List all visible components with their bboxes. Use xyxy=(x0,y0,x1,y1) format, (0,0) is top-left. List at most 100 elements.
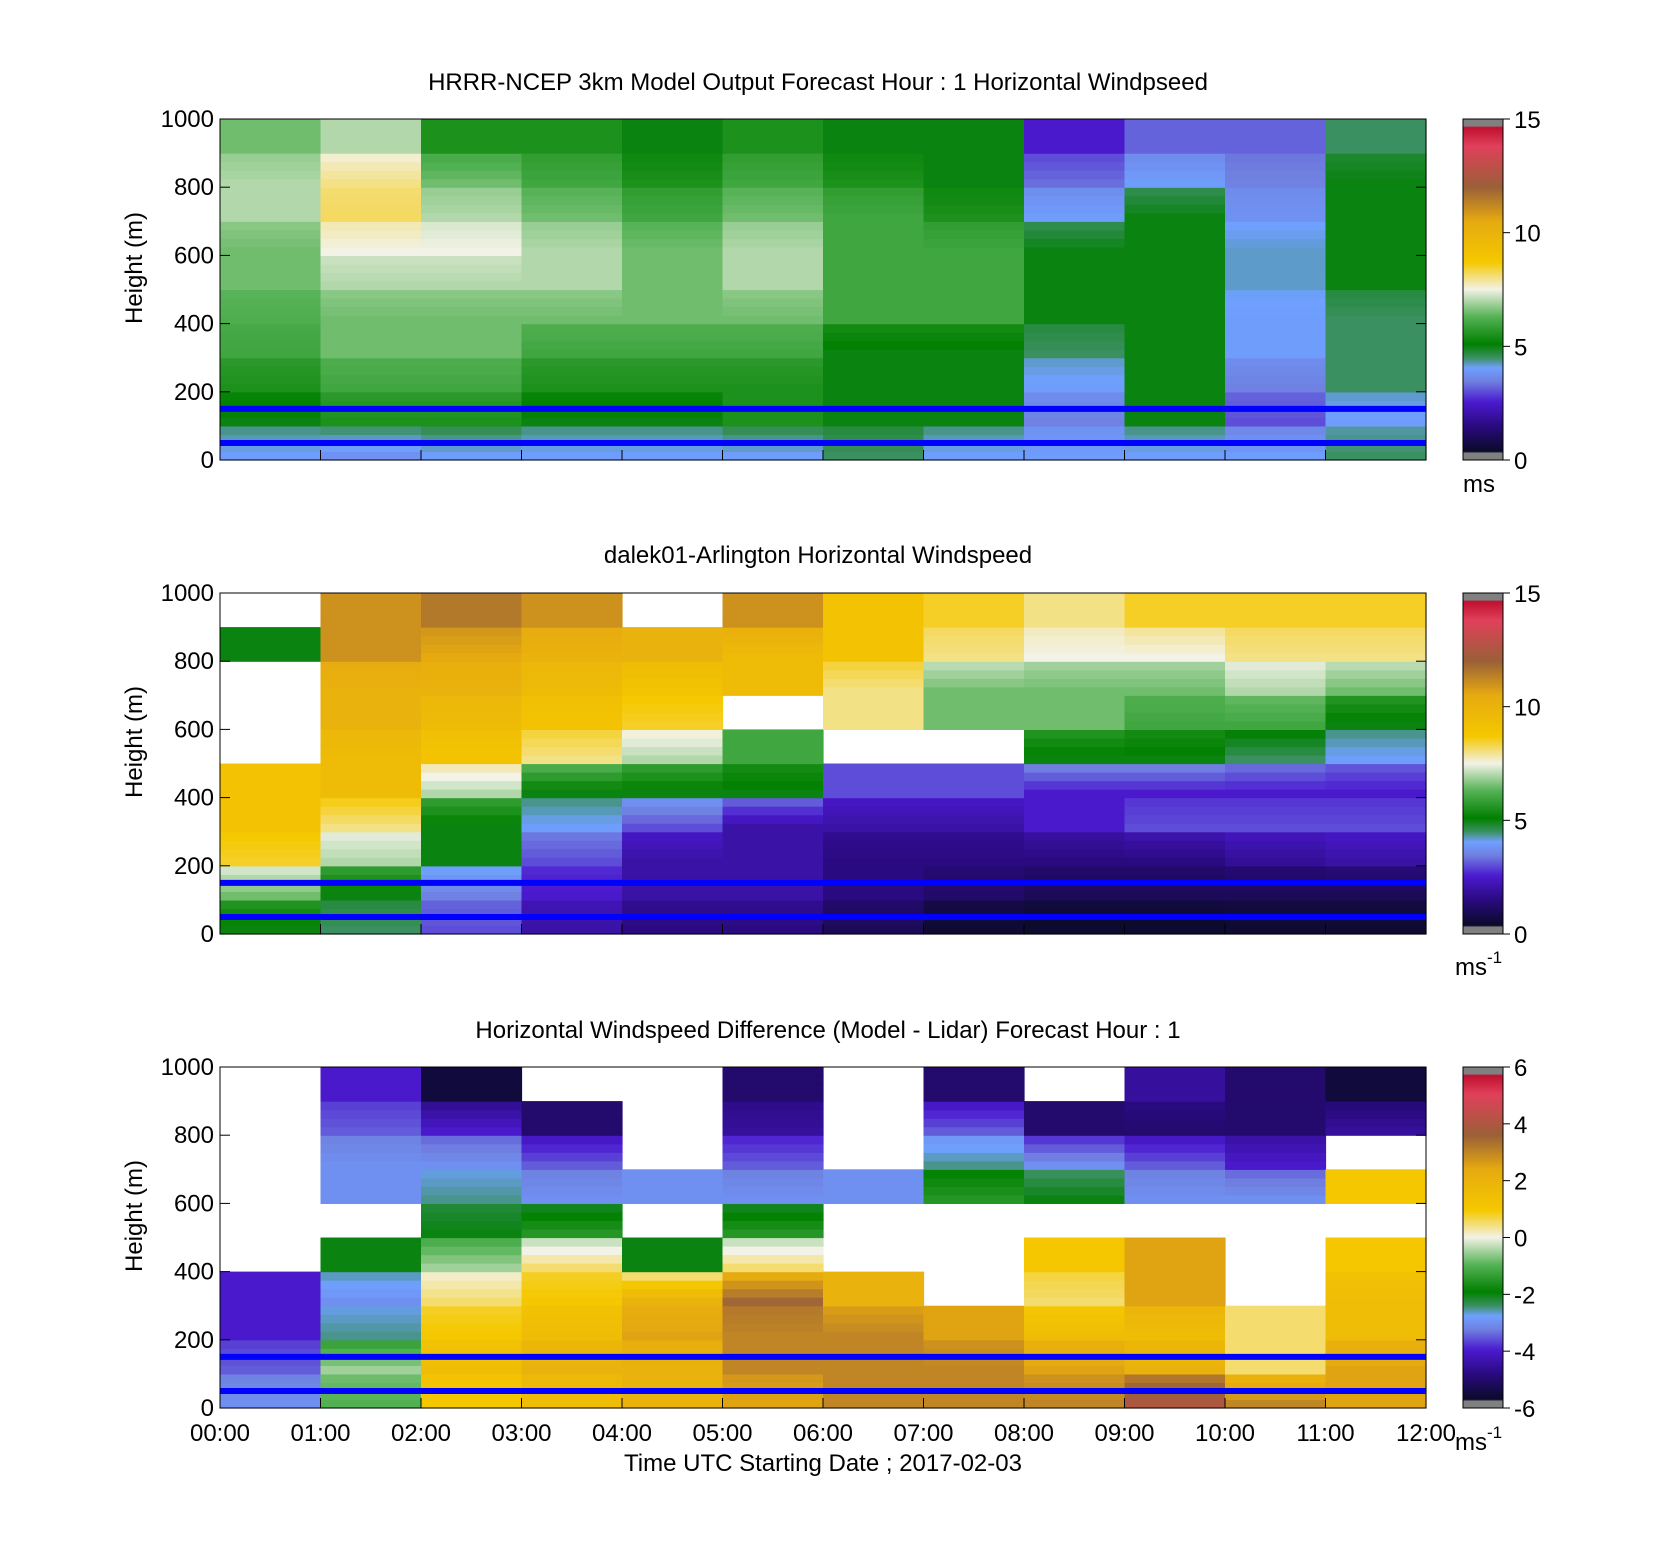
heatmap-cell xyxy=(722,1177,824,1187)
heatmap-cell xyxy=(722,806,824,816)
heatmap-cell xyxy=(622,434,724,444)
heatmap-cell xyxy=(320,814,422,824)
heatmap-cell xyxy=(1325,195,1427,205)
heatmap-cell xyxy=(220,831,322,841)
heatmap-cell xyxy=(1024,695,1126,705)
heatmap-cell xyxy=(421,204,523,214)
heatmap-cell xyxy=(1024,652,1126,662)
heatmap-cell xyxy=(1225,127,1327,137)
heatmap-cell xyxy=(220,349,322,359)
heatmap-cell xyxy=(923,136,1025,146)
heatmap-cell xyxy=(1325,746,1427,756)
heatmap-cell xyxy=(1124,1390,1226,1401)
heatmap-cell xyxy=(220,119,322,129)
heatmap-cell xyxy=(722,729,824,739)
heatmap-cell xyxy=(220,332,322,342)
heatmap-cell xyxy=(320,400,422,410)
panel-2-colorbar-unit: ms-1 xyxy=(1455,948,1502,981)
heatmap-cell xyxy=(722,1067,824,1077)
heatmap-cell xyxy=(421,1356,523,1366)
heatmap-cell xyxy=(421,1220,523,1230)
heatmap-cell xyxy=(1124,1194,1226,1205)
heatmap-cell xyxy=(521,434,623,444)
heatmap-cell xyxy=(220,374,322,384)
heatmap-cell xyxy=(421,263,523,274)
heatmap-cell xyxy=(421,746,523,756)
heatmap-cell xyxy=(923,1399,1025,1409)
heatmap-cell xyxy=(722,925,824,935)
heatmap-cell xyxy=(622,669,724,679)
heatmap-cell xyxy=(1024,840,1126,850)
y-tick-label: 1000 xyxy=(161,106,214,133)
heatmap-cell xyxy=(1325,1126,1427,1136)
heatmap-cell xyxy=(622,442,724,453)
heatmap-cell xyxy=(823,1399,925,1409)
heatmap-cell xyxy=(722,1118,824,1128)
heatmap-cell xyxy=(220,187,322,197)
heatmap-cell xyxy=(722,899,824,910)
heatmap-cell xyxy=(1225,289,1327,299)
heatmap-cell xyxy=(622,306,724,316)
heatmap-cell xyxy=(923,144,1025,154)
heatmap-cell xyxy=(521,1263,623,1273)
heatmap-cell xyxy=(1124,195,1226,205)
heatmap-cell xyxy=(1024,263,1126,274)
heatmap-cell xyxy=(1024,340,1126,350)
heatmap-cell xyxy=(1024,1399,1126,1409)
heatmap-cell xyxy=(1124,357,1226,367)
heatmap-cell xyxy=(320,349,422,359)
heatmap-cell xyxy=(1024,1314,1126,1324)
heatmap-cell xyxy=(421,1126,523,1136)
colorbar-tick-label: 15 xyxy=(1514,581,1541,608)
heatmap-cell xyxy=(923,874,1025,884)
heatmap-cell xyxy=(1325,789,1427,799)
heatmap-cell xyxy=(1325,289,1427,299)
heatmap-cell xyxy=(1225,1322,1327,1332)
colorbar-tick-label: 2 xyxy=(1514,1169,1527,1196)
heatmap-cell xyxy=(1225,840,1327,850)
heatmap-cell xyxy=(1124,661,1226,671)
heatmap-cell xyxy=(521,1228,623,1239)
heatmap-cell xyxy=(823,178,925,188)
heatmap-cell xyxy=(622,1399,724,1409)
heatmap-cell xyxy=(521,916,623,927)
panel-1-x-ticks xyxy=(219,450,1427,460)
heatmap-cell xyxy=(1124,204,1226,214)
heatmap-cell xyxy=(220,170,322,180)
heatmap-cell xyxy=(622,1390,724,1401)
heatmap-cell xyxy=(823,610,925,620)
heatmap-cell xyxy=(823,831,925,841)
heatmap-cell xyxy=(521,610,623,620)
heatmap-cell xyxy=(823,1348,925,1358)
heatmap-cell xyxy=(320,618,422,628)
heatmap-cell xyxy=(421,1305,523,1315)
heatmap-cell xyxy=(521,669,623,679)
heatmap-cell xyxy=(722,315,824,325)
heatmap-cell xyxy=(421,1339,523,1349)
heatmap-cell xyxy=(1325,255,1427,265)
heatmap-cell xyxy=(923,1126,1025,1136)
heatmap-cell xyxy=(1124,1314,1226,1324)
heatmap-cell xyxy=(220,400,322,410)
heatmap-cell xyxy=(722,1339,824,1349)
heatmap-cell xyxy=(1325,610,1427,620)
heatmap-cell xyxy=(320,763,422,773)
heatmap-cell xyxy=(1225,618,1327,628)
heatmap-cell xyxy=(722,246,824,257)
heatmap-cell xyxy=(1325,857,1427,867)
heatmap-cell xyxy=(220,408,322,418)
heatmap-cell xyxy=(923,263,1025,274)
heatmap-cell xyxy=(220,383,322,393)
heatmap-cell xyxy=(823,695,925,705)
heatmap-cell xyxy=(421,1203,523,1213)
heatmap-cell xyxy=(722,1382,824,1392)
heatmap-cell xyxy=(622,1237,724,1247)
heatmap-cell xyxy=(1325,1067,1427,1077)
heatmap-cell xyxy=(1024,610,1126,620)
heatmap-cell xyxy=(1024,204,1126,214)
heatmap-cell xyxy=(1225,408,1327,418)
heatmap-cell xyxy=(722,272,824,282)
heatmap-cell xyxy=(1325,340,1427,350)
heatmap-cell xyxy=(1124,1101,1226,1111)
heatmap-cell xyxy=(1024,925,1126,935)
